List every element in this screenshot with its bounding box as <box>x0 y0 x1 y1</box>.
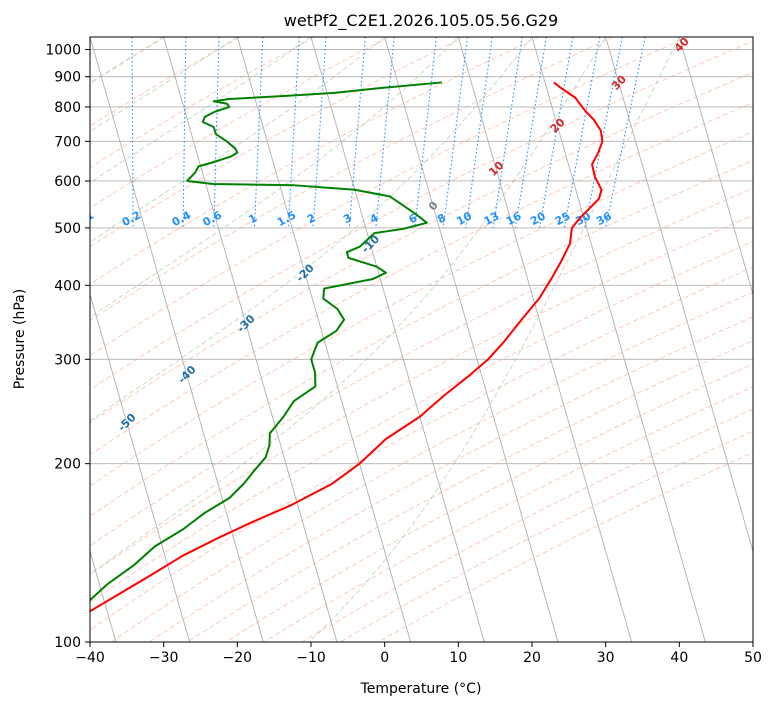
dry-adiabat <box>90 37 539 285</box>
dry-adiabat <box>90 71 753 424</box>
mixing-ratio-line <box>563 37 601 228</box>
mixing-ratio-line <box>465 37 493 228</box>
mixing-ratio-label: 13 <box>482 209 502 228</box>
mixing-ratio-label: 30 <box>573 209 593 228</box>
moist-adiabat <box>90 37 533 422</box>
dry-adiabat <box>90 214 753 576</box>
isotherm-line <box>163 37 338 642</box>
isotherm-line <box>605 37 753 553</box>
x-tick-label: −30 <box>149 650 179 666</box>
isotherm-line <box>90 37 264 642</box>
x-tick-label: −20 <box>223 650 253 666</box>
x-tick-label: −40 <box>75 650 105 666</box>
mixing-ratio-line <box>584 37 623 229</box>
isotherm-line <box>90 292 191 642</box>
isotherm-line <box>457 37 633 642</box>
y-tick-label: 300 <box>54 352 81 368</box>
mixing-ratio-label: 25 <box>553 209 573 228</box>
x-tick-label: 50 <box>744 650 762 666</box>
temperature-line <box>90 81 604 613</box>
moist-adiabat <box>90 37 607 575</box>
y-tick-label: 800 <box>54 100 81 116</box>
mixing-ratio-label: 20 <box>528 209 548 228</box>
axes: −40 −30 −20 −10 0 10 20 30 40 50 100 200 300 400 500 60… <box>45 43 762 666</box>
dry-adiabat <box>90 159 753 517</box>
y-tick-label: 400 <box>54 278 81 294</box>
moist-adiabat <box>90 37 459 318</box>
chart-title: wetPf2_C2E1.2026.105.05.56.G29 <box>284 11 558 31</box>
mixing-ratio-line <box>605 37 646 229</box>
x-axis-label: Temperature (°C) <box>360 681 482 697</box>
dry-adiabat <box>90 101 753 456</box>
dry-adiabat <box>90 40 753 391</box>
x-tick-label: 10 <box>449 650 467 666</box>
plot-frame <box>89 36 754 643</box>
x-tick-label: 40 <box>670 650 688 666</box>
y-tick-label: 200 <box>54 457 81 473</box>
x-tick-label: −10 <box>296 650 326 666</box>
dry-adiabat <box>90 37 614 322</box>
isotherm-line <box>678 37 753 296</box>
y-tick-label: 1000 <box>45 43 81 59</box>
profile-lines <box>90 81 604 613</box>
mixing-ratio-label: 10 <box>454 209 474 228</box>
isotherm-line <box>310 37 485 642</box>
mixing-ratio-label: 0.1 <box>73 208 96 229</box>
dry-adiabat <box>90 266 753 631</box>
isotherm-line <box>531 37 706 642</box>
moist-adiabat <box>90 37 385 243</box>
y-axis-label: Pressure (hPa) <box>12 289 28 389</box>
dry-adiabat <box>90 37 241 127</box>
x-tick-label: 30 <box>597 650 615 666</box>
y-tick-label: 900 <box>54 70 81 86</box>
mixing-ratio-line <box>539 37 574 228</box>
y-tick-label: 500 <box>54 221 81 237</box>
isotherm-line <box>384 37 559 642</box>
mixing-ratio-label: 16 <box>504 209 524 228</box>
dry-adiabat <box>110 291 753 642</box>
mixing-ratio-line <box>442 37 469 228</box>
y-tick-label: 600 <box>54 174 81 190</box>
mixing-ratio-label: 36 <box>594 209 614 228</box>
dry-adiabat <box>90 131 753 487</box>
mixing-ratio-line <box>514 37 547 228</box>
dry-adiabat <box>90 37 166 84</box>
x-tick-label: 20 <box>523 650 541 666</box>
y-tick-label: 700 <box>54 134 81 150</box>
dry-adiabat <box>90 240 753 604</box>
dry-adiabat <box>90 37 390 209</box>
mixing-ratio-line <box>414 37 437 228</box>
dewpoint-line <box>90 81 442 602</box>
mixing-ratio-line <box>492 37 523 228</box>
y-tick-label: 100 <box>54 635 81 651</box>
x-tick-label: 0 <box>380 650 389 666</box>
